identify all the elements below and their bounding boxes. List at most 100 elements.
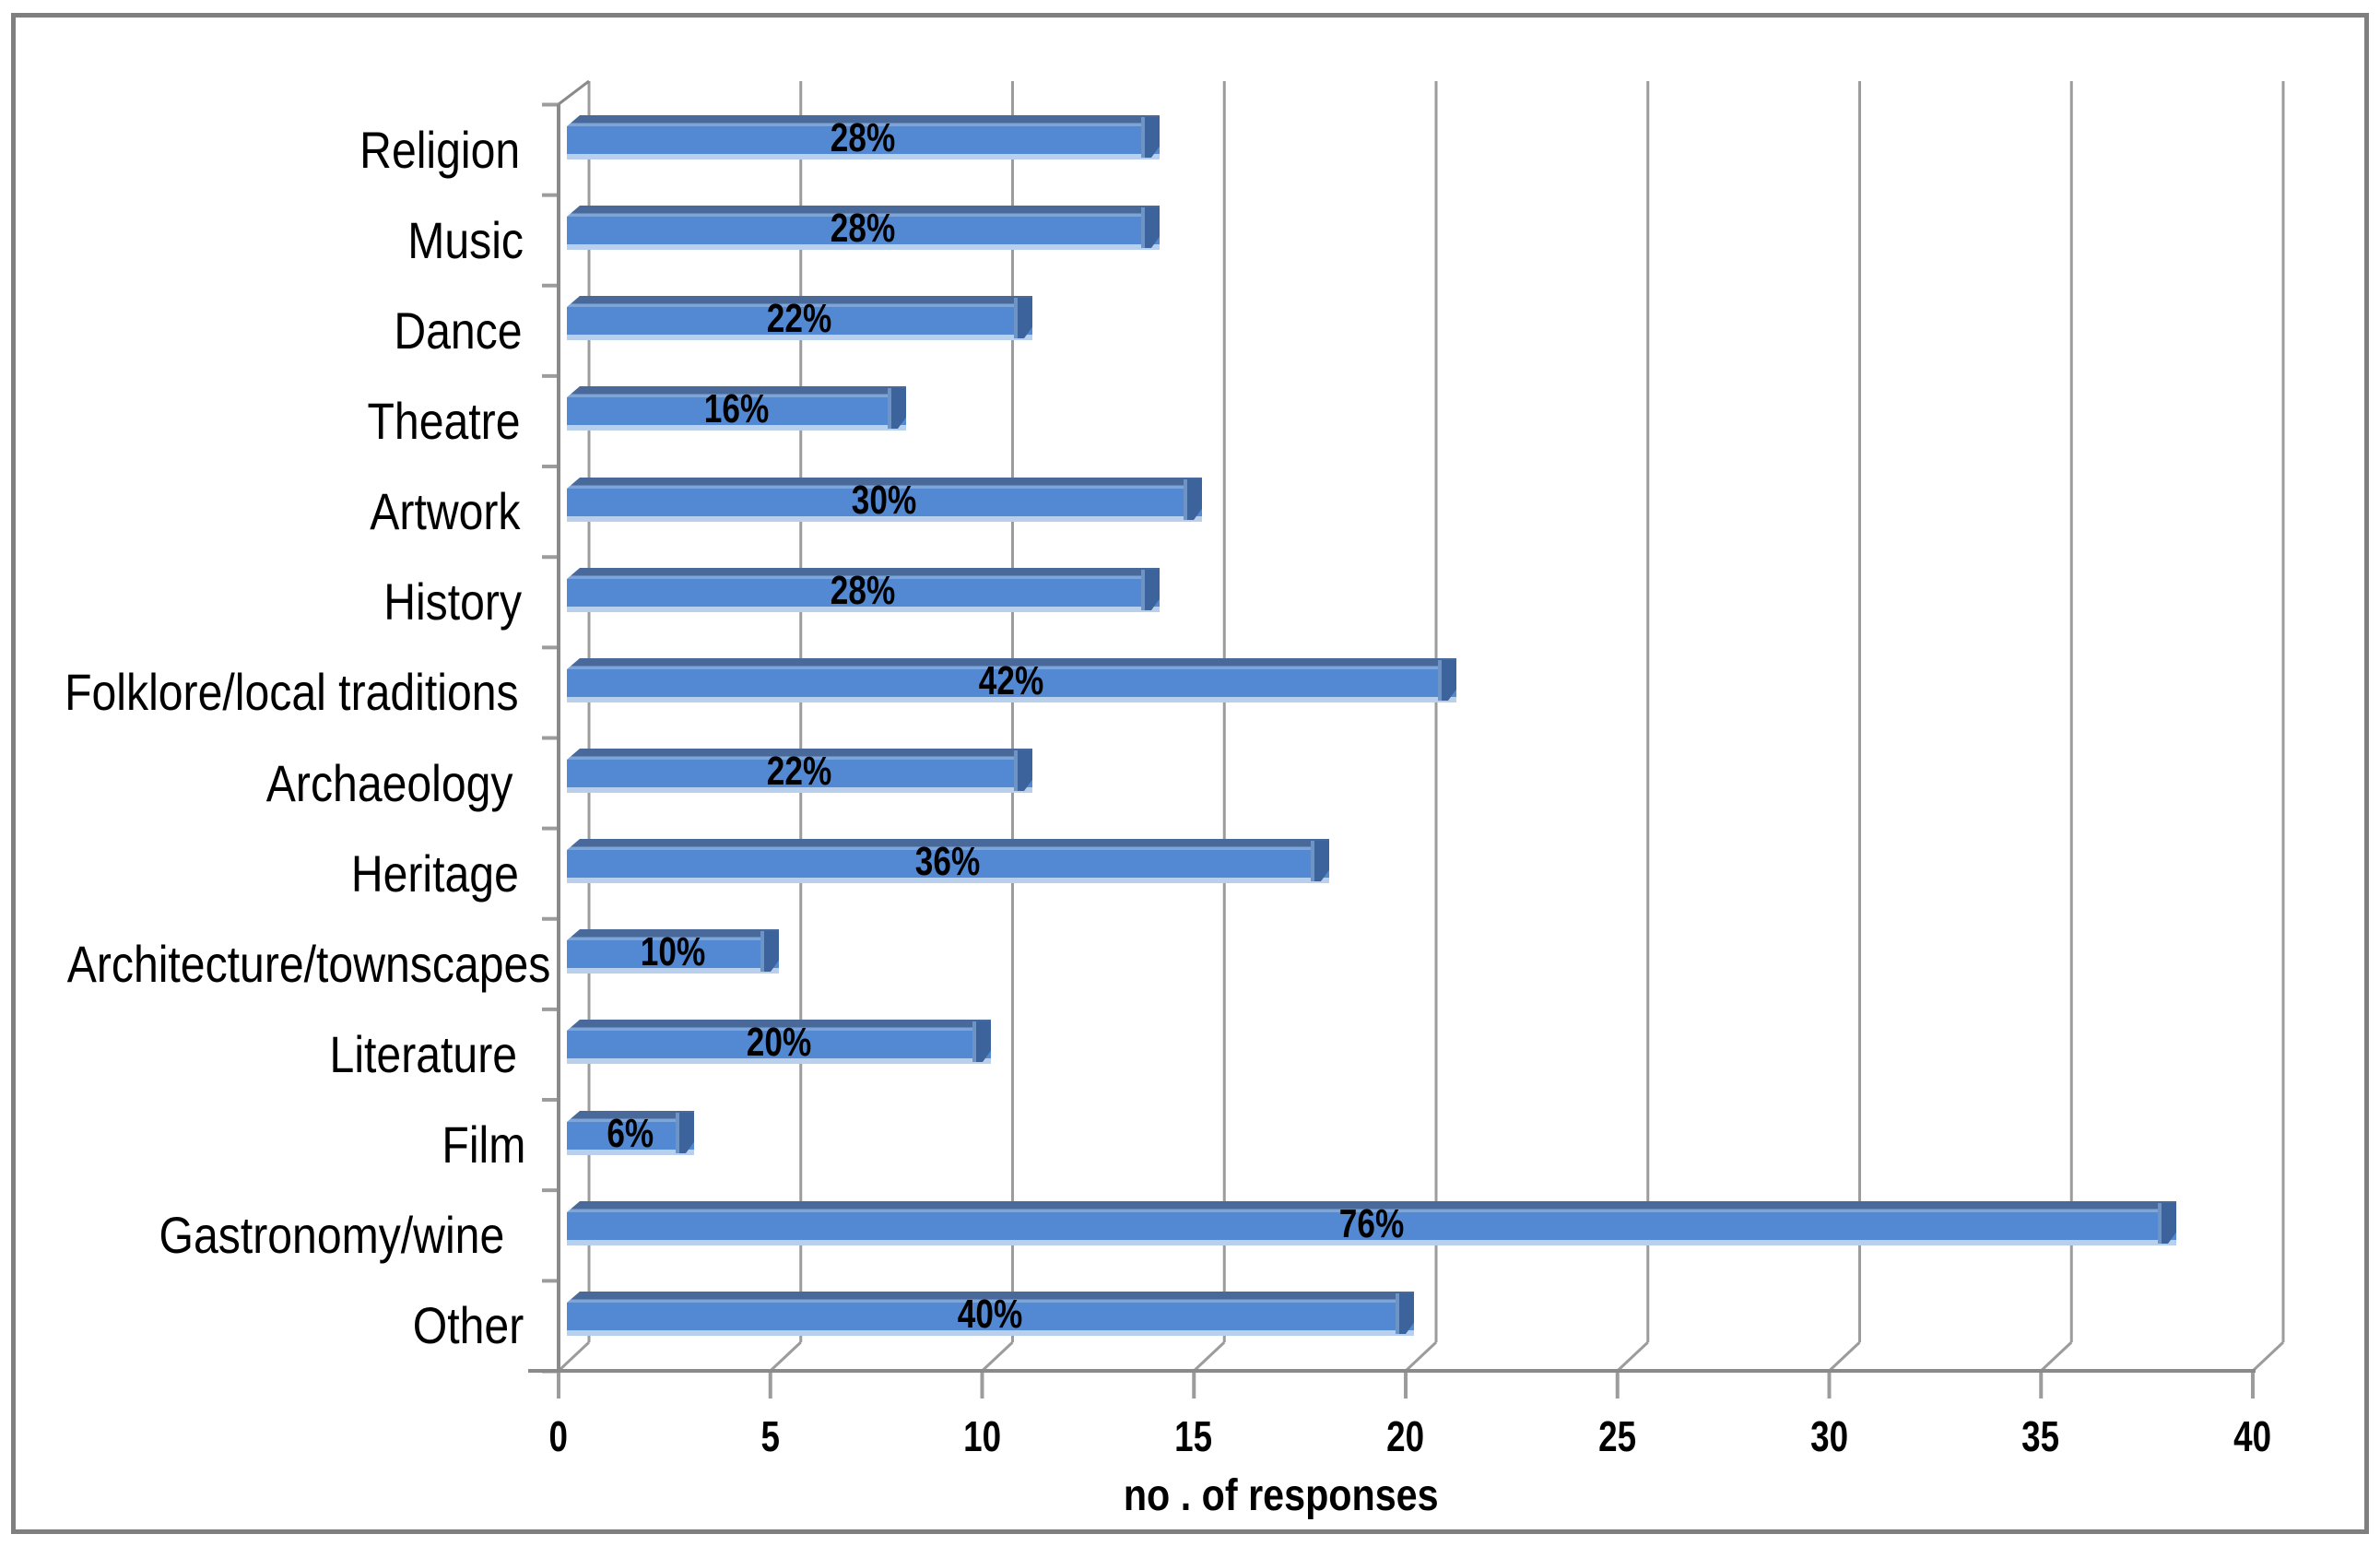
bar-value-label: 28% [831,206,896,251]
bar-music: 28% [567,206,1160,251]
bar-film: 6% [567,1111,694,1156]
bar-value-label: 22% [767,296,832,341]
bar-other: 40% [567,1292,1414,1337]
bar-artwork: 30% [567,478,1202,523]
x-tick-label-5: 5 [697,1409,844,1464]
bar-top-bevel [567,658,1456,669]
x-tick-label-text: 20 [1386,1412,1425,1460]
bar-top-bevel [567,115,1160,126]
axis-depth-connector [558,79,590,106]
category-label-text: Film [442,1115,526,1174]
bar-top-bevel [567,839,1329,850]
category-label-music: Music [28,208,533,273]
bar-value-label: 40% [958,1292,1023,1337]
bar-dance: 22% [567,296,1032,341]
bar-end-cap [1141,207,1160,248]
bar-end-cap [1141,117,1160,158]
x-tick-label-text: 10 [963,1412,1002,1460]
bar-end-cap [1141,570,1160,610]
category-label-text: Artwork [370,482,521,540]
bar-literature: 20% [567,1020,991,1065]
category-label-dance: Dance [28,299,533,363]
bar-value-label: 16% [703,386,770,431]
bar-value-label: 30% [852,478,917,523]
bar-body [567,397,906,425]
bar-top-bevel [567,1201,2176,1212]
bar-heritage: 36% [567,839,1329,884]
x-tick-label-35: 35 [1967,1409,2115,1464]
x-axis-title: no . of responses [820,1469,1742,1524]
category-label-text: Heritage [351,844,520,903]
bar-body [567,1212,2176,1240]
bar-archaeology: 22% [567,749,1032,794]
bar-top-bevel [567,929,779,940]
bar-value-label: 20% [746,1020,812,1065]
category-label-history: History [28,570,533,634]
bar-value-label: 28% [831,568,896,613]
x-tick-label-25: 25 [1544,1409,1691,1464]
x-tick-label-10: 10 [909,1409,1056,1464]
bar-value-label: 42% [979,658,1044,703]
category-label-text: Folklore/local traditions [65,663,519,721]
x-tick-label-text: 25 [1598,1412,1637,1460]
category-label-theatre: Theatre [28,389,533,454]
bar-bottom-edge [567,244,1160,250]
bar-end-cap [972,1021,991,1062]
category-label-religion: Religion [28,118,533,183]
bar-body [567,669,1456,697]
x-tick-label-text: 0 [548,1412,569,1460]
x-tick-label-0: 0 [485,1409,632,1464]
bar-end-cap [1184,479,1202,520]
x-tick-label-text: 30 [1810,1412,1849,1460]
category-label-text: Dance [394,301,523,360]
bar-folklore-local-traditions: 42% [567,658,1456,703]
bar-architecture-townscapes: 10% [567,929,779,974]
bar-top-bevel [567,478,1202,489]
bar-gastronomy-wine: 76% [567,1201,2176,1246]
category-label-text: History [383,572,522,631]
bar-value-label: 36% [915,839,981,884]
bar-top-bevel [567,1292,1414,1303]
bar-end-cap [1014,298,1032,338]
category-label-text: Music [407,211,524,269]
bar-theatre: 16% [567,386,906,431]
bar-top-bevel [567,1111,694,1122]
bar-body [567,760,1032,787]
bar-bottom-edge [567,425,906,431]
bar-religion: 28% [567,115,1160,160]
bar-end-cap [2158,1203,2176,1244]
bar-body [567,1031,991,1058]
category-label-text: Theatre [367,392,521,450]
category-label-text: Gastronomy/wine [159,1206,505,1264]
category-label-other: Other [28,1293,533,1358]
bar-bottom-edge [567,154,1160,159]
bar-value-label: 6% [607,1111,654,1156]
bar-end-cap [760,931,779,972]
bar-value-label: 28% [831,115,896,160]
gridline-foot [1193,1340,1226,1373]
bar-body [567,489,1202,516]
bar-end-cap [1311,841,1329,881]
bar-value-label: 76% [1338,1201,1405,1246]
bar-bottom-edge [567,968,779,974]
bar-bottom-edge [567,697,1456,702]
category-label-text: Religion [359,121,520,179]
category-label-text: Archaeology [265,754,513,812]
bar-body [567,1303,1414,1330]
bar-body [567,850,1329,878]
bar-top-bevel [567,568,1160,579]
bar-body [567,579,1160,607]
bar-end-cap [1014,750,1032,791]
category-label-heritage: Heritage [28,842,533,906]
category-label-text: Other [412,1296,524,1354]
gridline-foot [2251,1340,2285,1373]
bar-body [567,1122,694,1150]
x-tick-label-30: 30 [1756,1409,1903,1464]
category-label-text: Literature [329,1025,518,1083]
x-tick-label-15: 15 [1120,1409,1267,1464]
x-tick-label-text: 40 [2233,1412,2272,1460]
bar-body [567,307,1032,335]
bar-history: 28% [567,568,1160,613]
bar-bottom-edge [567,1330,1414,1336]
gridline-foot [1404,1340,1438,1373]
